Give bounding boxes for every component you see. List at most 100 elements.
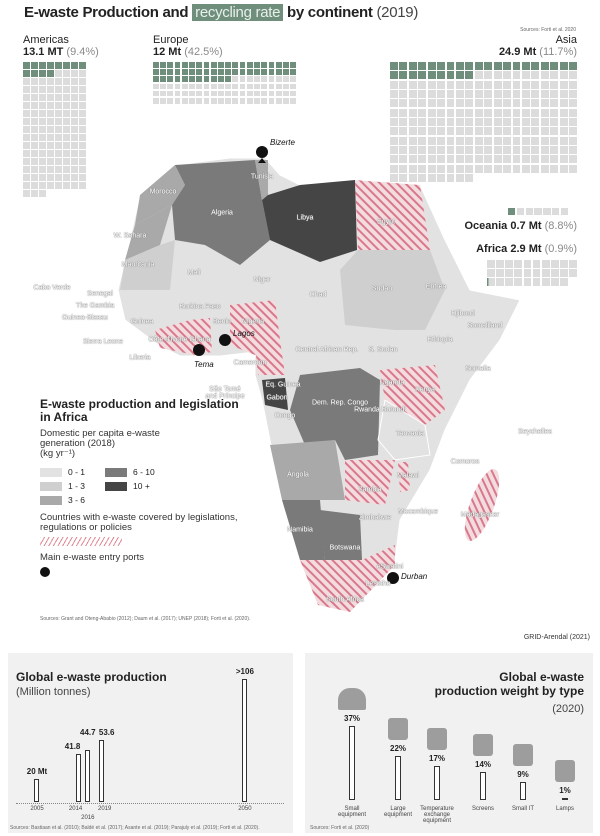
- port-marker-lagos: [219, 334, 231, 346]
- waffle-square: [167, 69, 174, 75]
- waffle-square: [23, 86, 30, 93]
- waffle-square: [55, 118, 62, 125]
- country-label: Tanzania: [395, 430, 425, 438]
- waffle-square: [531, 80, 540, 89]
- waffle-square: [47, 102, 54, 109]
- waffle-square: [261, 83, 268, 90]
- waffle-square: [474, 108, 483, 117]
- waffle-square: [79, 150, 86, 157]
- waffle-square: [196, 76, 203, 83]
- waffle-square: [516, 208, 525, 216]
- waffle-square: [31, 62, 38, 69]
- country-label: Mauritania: [121, 261, 155, 269]
- country-label: Cabo Verde: [33, 284, 71, 292]
- x-tick-label: 2016: [81, 815, 95, 821]
- waffle-square: [225, 83, 231, 90]
- waffle-square: [521, 108, 530, 117]
- country-label: Sierra Leone: [82, 338, 124, 346]
- waffle-square: [514, 269, 523, 277]
- waffle-square: [210, 90, 217, 97]
- waffle-square: [551, 269, 559, 277]
- country-kenya-uganda: [380, 365, 445, 425]
- waffle-square: [39, 166, 46, 173]
- waffle-square: [167, 76, 174, 83]
- waffle-square: [239, 76, 246, 83]
- waffle-asia: [390, 62, 577, 182]
- waffle-square: [465, 155, 474, 164]
- port-marker-tema: [193, 344, 205, 356]
- chart2-title: Global e-waste production weight by type: [434, 670, 584, 698]
- bar-label: 37%: [343, 714, 361, 723]
- waffle-square: [523, 260, 532, 268]
- waffle-square: [79, 166, 86, 173]
- waffle-square: [569, 99, 577, 108]
- waffle-square: [31, 86, 38, 93]
- waffle-square: [232, 69, 239, 75]
- waffle-square: [569, 260, 577, 268]
- waffle-square: [63, 174, 70, 181]
- waffle-square: [23, 78, 30, 85]
- waffle-square: [474, 155, 483, 164]
- waffle-square: [196, 69, 203, 75]
- waffle-square: [551, 278, 559, 286]
- waffle-square: [79, 70, 86, 77]
- waffle-square: [487, 269, 495, 277]
- waffle-square: [79, 142, 86, 149]
- country-sudan: [340, 250, 445, 330]
- waffle-square: [446, 118, 455, 126]
- waffle-square: [31, 94, 38, 101]
- country-label: Egypt: [377, 218, 395, 226]
- waffle-square: [39, 126, 46, 133]
- waffle-square: [540, 136, 549, 145]
- waffle-square: [446, 71, 455, 80]
- bar-label: 17%: [428, 754, 446, 763]
- waffle-square: [408, 99, 417, 108]
- waffle-square: [559, 118, 568, 126]
- country-label: Rwanda Burundi: [354, 406, 406, 414]
- waffle-square: [437, 108, 446, 117]
- country-label: Guinea: [130, 318, 154, 326]
- bar-label: 44.7: [80, 728, 96, 738]
- waffle-square: [55, 86, 62, 93]
- waffle-square: [484, 136, 493, 145]
- waffle-square: [493, 71, 502, 80]
- waffle-square: [503, 71, 512, 80]
- waffle-square: [261, 62, 268, 68]
- waffle-square: [39, 174, 46, 181]
- country-label: Malawi: [397, 472, 419, 480]
- waffle-square: [493, 80, 502, 89]
- waffle-europe: [153, 62, 296, 104]
- waffle-square: [418, 146, 427, 154]
- waffle-square: [531, 108, 540, 117]
- waffle-square: [261, 90, 268, 97]
- waffle-square: [408, 127, 417, 136]
- waffle-square: [427, 164, 436, 173]
- waffle-square: [418, 174, 427, 182]
- country-label: Eritrea: [425, 283, 447, 291]
- waffle-square: [427, 62, 436, 70]
- waffle-square: [521, 99, 530, 108]
- waffle-oceania: [508, 208, 577, 216]
- waffle-square: [239, 97, 246, 104]
- waffle-square: [63, 94, 70, 101]
- chart1-title: Global e-waste production: [16, 670, 167, 684]
- country-label: Ghana: [189, 336, 211, 344]
- waffle-square: [437, 136, 446, 145]
- waffle-square: [521, 118, 530, 126]
- waffle-square: [399, 62, 408, 70]
- waffle-square: [569, 127, 577, 136]
- country-label: São Tomé and Príncipe: [205, 386, 245, 400]
- waffle-square: [512, 146, 521, 154]
- country-label: Libya: [296, 214, 314, 222]
- country-label: Congo: [274, 412, 296, 420]
- waffle-square: [418, 127, 427, 136]
- country-label: Madagascar: [460, 511, 500, 519]
- port-label-bizerte: Bizerte: [270, 138, 295, 147]
- waffle-square: [232, 62, 239, 68]
- waffle-square: [261, 69, 268, 75]
- waffle-square: [55, 126, 62, 133]
- waffle-square: [79, 78, 86, 85]
- country-label: Botswana: [329, 544, 361, 552]
- waffle-square: [496, 278, 504, 286]
- waffle-square: [390, 127, 398, 136]
